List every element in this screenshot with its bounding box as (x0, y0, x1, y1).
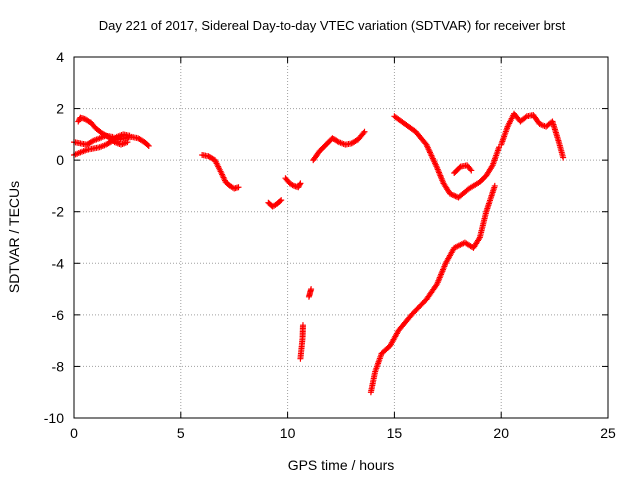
data-point (144, 141, 151, 148)
data-point (145, 142, 152, 149)
data-point (296, 181, 303, 188)
data-point (278, 197, 285, 204)
series-arc-7 (391, 113, 503, 201)
x-tick-label: 15 (387, 425, 403, 441)
y-tick-label: 0 (56, 152, 64, 168)
series-arc-5b (305, 286, 315, 300)
data-point (299, 322, 306, 329)
series-arc-8 (451, 162, 475, 177)
data-series (71, 110, 567, 396)
series-arc-1b (75, 114, 131, 148)
y-tick-label: 4 (56, 49, 64, 65)
data-point (277, 198, 284, 205)
data-point (456, 164, 463, 171)
data-point (297, 180, 304, 187)
x-tick-label: 5 (177, 425, 185, 441)
series-arc-9 (367, 182, 498, 396)
data-point (308, 286, 315, 293)
series-arc-3 (265, 197, 285, 210)
data-point (124, 139, 131, 146)
data-point (235, 184, 242, 191)
data-point (361, 128, 368, 135)
series-arc-1c (71, 131, 133, 158)
data-point (560, 154, 567, 161)
y-tick-label: -8 (52, 358, 65, 374)
data-point (522, 114, 529, 121)
x-tick-label: 0 (70, 425, 78, 441)
series-arc-10 (498, 110, 567, 161)
grid-lines (74, 57, 608, 418)
data-point (467, 166, 474, 173)
series-arc-6 (310, 128, 368, 164)
x-axis-label: GPS time / hours (288, 457, 395, 473)
x-tick-label: 20 (493, 425, 509, 441)
data-point (126, 132, 133, 139)
y-axis-label: SDTVAR / TECUs (6, 181, 22, 293)
plot-frame (73, 56, 609, 419)
axis-ticks: 0 5 10 15 20 25 -10 -8 -6 -4 -2 0 2 4 (44, 49, 616, 441)
series-arc-4 (282, 175, 304, 191)
chart-title: Day 221 of 2017, Sidereal Day-to-day VTE… (99, 18, 566, 33)
y-tick-label: 2 (56, 101, 64, 117)
y-tick-label: -6 (52, 307, 65, 323)
y-tick-label: -10 (44, 410, 64, 426)
data-point (491, 182, 498, 189)
series-arc-2 (199, 151, 242, 192)
x-tick-label: 10 (280, 425, 296, 441)
data-point (468, 167, 475, 174)
y-tick-label: -4 (52, 255, 65, 271)
series-arc-5a (297, 322, 306, 362)
x-tick-label: 25 (600, 425, 616, 441)
y-tick-label: -2 (52, 204, 65, 220)
data-point (360, 130, 367, 137)
